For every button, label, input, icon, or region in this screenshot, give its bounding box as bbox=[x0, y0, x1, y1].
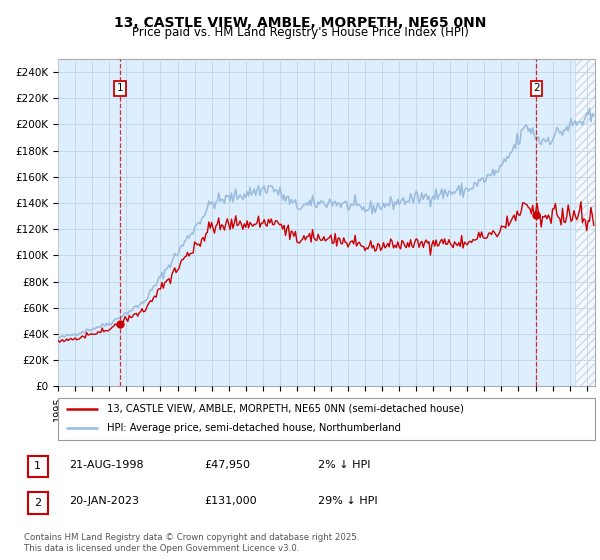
Text: £47,950: £47,950 bbox=[204, 460, 250, 470]
Polygon shape bbox=[575, 59, 595, 386]
Text: 2: 2 bbox=[533, 83, 540, 94]
Text: 2% ↓ HPI: 2% ↓ HPI bbox=[318, 460, 371, 470]
Text: HPI: Average price, semi-detached house, Northumberland: HPI: Average price, semi-detached house,… bbox=[107, 423, 401, 433]
Text: 1: 1 bbox=[34, 461, 41, 472]
Text: £131,000: £131,000 bbox=[204, 496, 257, 506]
Text: 1: 1 bbox=[117, 83, 124, 94]
Text: 13, CASTLE VIEW, AMBLE, MORPETH, NE65 0NN: 13, CASTLE VIEW, AMBLE, MORPETH, NE65 0N… bbox=[114, 16, 486, 30]
Text: 21-AUG-1998: 21-AUG-1998 bbox=[69, 460, 143, 470]
Text: 29% ↓ HPI: 29% ↓ HPI bbox=[318, 496, 377, 506]
Text: Price paid vs. HM Land Registry's House Price Index (HPI): Price paid vs. HM Land Registry's House … bbox=[131, 26, 469, 39]
Text: 2: 2 bbox=[34, 498, 41, 508]
Text: Contains HM Land Registry data © Crown copyright and database right 2025.
This d: Contains HM Land Registry data © Crown c… bbox=[24, 533, 359, 553]
FancyBboxPatch shape bbox=[58, 398, 595, 440]
Text: 20-JAN-2023: 20-JAN-2023 bbox=[69, 496, 139, 506]
Text: 13, CASTLE VIEW, AMBLE, MORPETH, NE65 0NN (semi-detached house): 13, CASTLE VIEW, AMBLE, MORPETH, NE65 0N… bbox=[107, 404, 463, 414]
